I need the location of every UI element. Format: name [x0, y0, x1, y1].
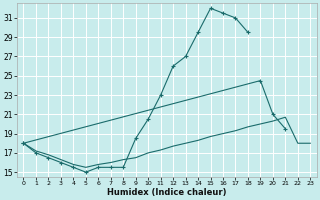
X-axis label: Humidex (Indice chaleur): Humidex (Indice chaleur)	[107, 188, 227, 197]
